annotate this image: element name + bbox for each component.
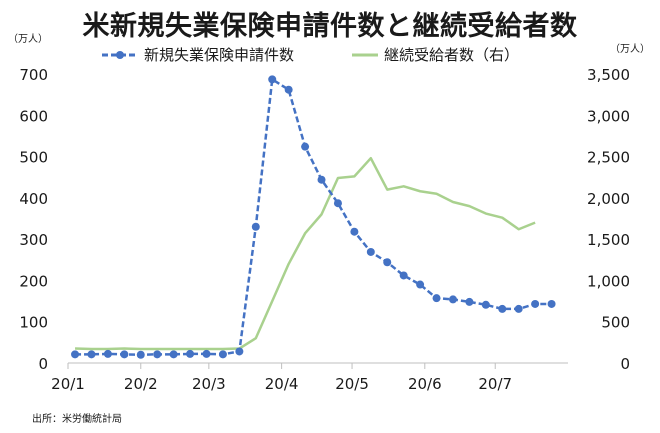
data-point-new-claims xyxy=(103,349,112,358)
data-point-new-claims xyxy=(153,350,162,359)
data-point-new-claims xyxy=(383,258,392,267)
data-point-new-claims xyxy=(87,350,96,359)
data-point-new-claims xyxy=(251,222,260,231)
x-tick-label: 20/7 xyxy=(478,375,512,393)
left-axis-unit: （万人） xyxy=(8,34,48,45)
data-point-new-claims xyxy=(432,294,441,303)
data-point-new-claims xyxy=(350,227,359,236)
y-right-tick-label: 500 xyxy=(601,314,630,332)
data-point-new-claims xyxy=(333,199,342,208)
y-left-tick-label: 600 xyxy=(19,107,48,125)
data-point-new-claims xyxy=(136,350,145,359)
data-point-new-claims xyxy=(465,297,474,306)
legend-item-continuing-claims: 継続受給者数（右） xyxy=(350,44,519,65)
chart-title: 米新規失業保険申請件数と継続受給者数 xyxy=(82,11,578,42)
y-right-tick-label: 1,500 xyxy=(587,231,630,249)
legend-swatch-continuing-claims xyxy=(352,53,378,56)
y-left-tick-label: 500 xyxy=(19,149,48,167)
x-tick-label: 20/6 xyxy=(408,375,442,393)
data-point-new-claims xyxy=(416,280,425,289)
data-point-new-claims xyxy=(301,142,310,151)
data-point-new-claims xyxy=(169,350,178,359)
legend-swatch-new-claims xyxy=(102,50,138,59)
legend: 新規失業保険申請件数 継続受給者数（右） xyxy=(0,44,660,64)
series-line-continuing-claims xyxy=(75,156,536,351)
y-left-tick-label: 300 xyxy=(19,231,48,249)
y-left-tick-label: 400 xyxy=(19,190,48,208)
data-point-new-claims xyxy=(531,299,540,308)
data-point-new-claims xyxy=(202,349,211,358)
data-point-new-claims xyxy=(218,350,227,359)
data-point-new-claims xyxy=(120,350,129,359)
x-tick-label: 20/1 xyxy=(51,375,85,393)
data-point-new-claims xyxy=(399,271,408,280)
data-point-new-claims xyxy=(235,347,244,356)
data-point-new-claims xyxy=(448,295,457,304)
legend-item-new-claims: 新規失業保険申請件数 xyxy=(100,44,294,65)
series-line-new-claims xyxy=(75,78,552,356)
y-left-tick-label: 100 xyxy=(19,314,48,332)
data-point-new-claims xyxy=(366,247,375,256)
y-left-tick-label: 200 xyxy=(19,272,48,290)
data-point-new-claims xyxy=(71,350,80,359)
data-point-new-claims xyxy=(514,304,523,313)
y-left-tick-label: 700 xyxy=(19,66,48,84)
y-right-tick-label: 3,500 xyxy=(587,66,630,84)
x-tick-label: 20/2 xyxy=(124,375,158,393)
right-axis-unit: （万人） xyxy=(610,44,650,55)
y-right-tick-label: 3,000 xyxy=(587,107,630,125)
source-note: 出所：米労働統計局 xyxy=(32,414,122,425)
data-point-new-claims xyxy=(498,304,507,313)
data-point-new-claims xyxy=(317,175,326,184)
y-right-tick-label: 1,000 xyxy=(587,272,630,290)
data-point-new-claims xyxy=(268,75,277,84)
data-point-new-claims xyxy=(547,299,556,308)
data-point-new-claims xyxy=(284,85,293,94)
x-tick-label: 20/5 xyxy=(335,375,369,393)
y-right-tick-label: 0 xyxy=(620,355,630,373)
x-tick-label: 20/4 xyxy=(265,375,299,393)
y-right-tick-label: 2,000 xyxy=(587,190,630,208)
y-right-tick-label: 2,500 xyxy=(587,149,630,167)
legend-label-new-claims: 新規失業保険申請件数 xyxy=(144,46,295,64)
data-point-new-claims xyxy=(186,349,195,358)
y-left-tick-label: 0 xyxy=(38,355,48,373)
data-point-new-claims xyxy=(481,300,490,309)
legend-label-continuing-claims: 継続受給者数（右） xyxy=(384,46,520,64)
x-tick-label: 20/3 xyxy=(192,375,226,393)
